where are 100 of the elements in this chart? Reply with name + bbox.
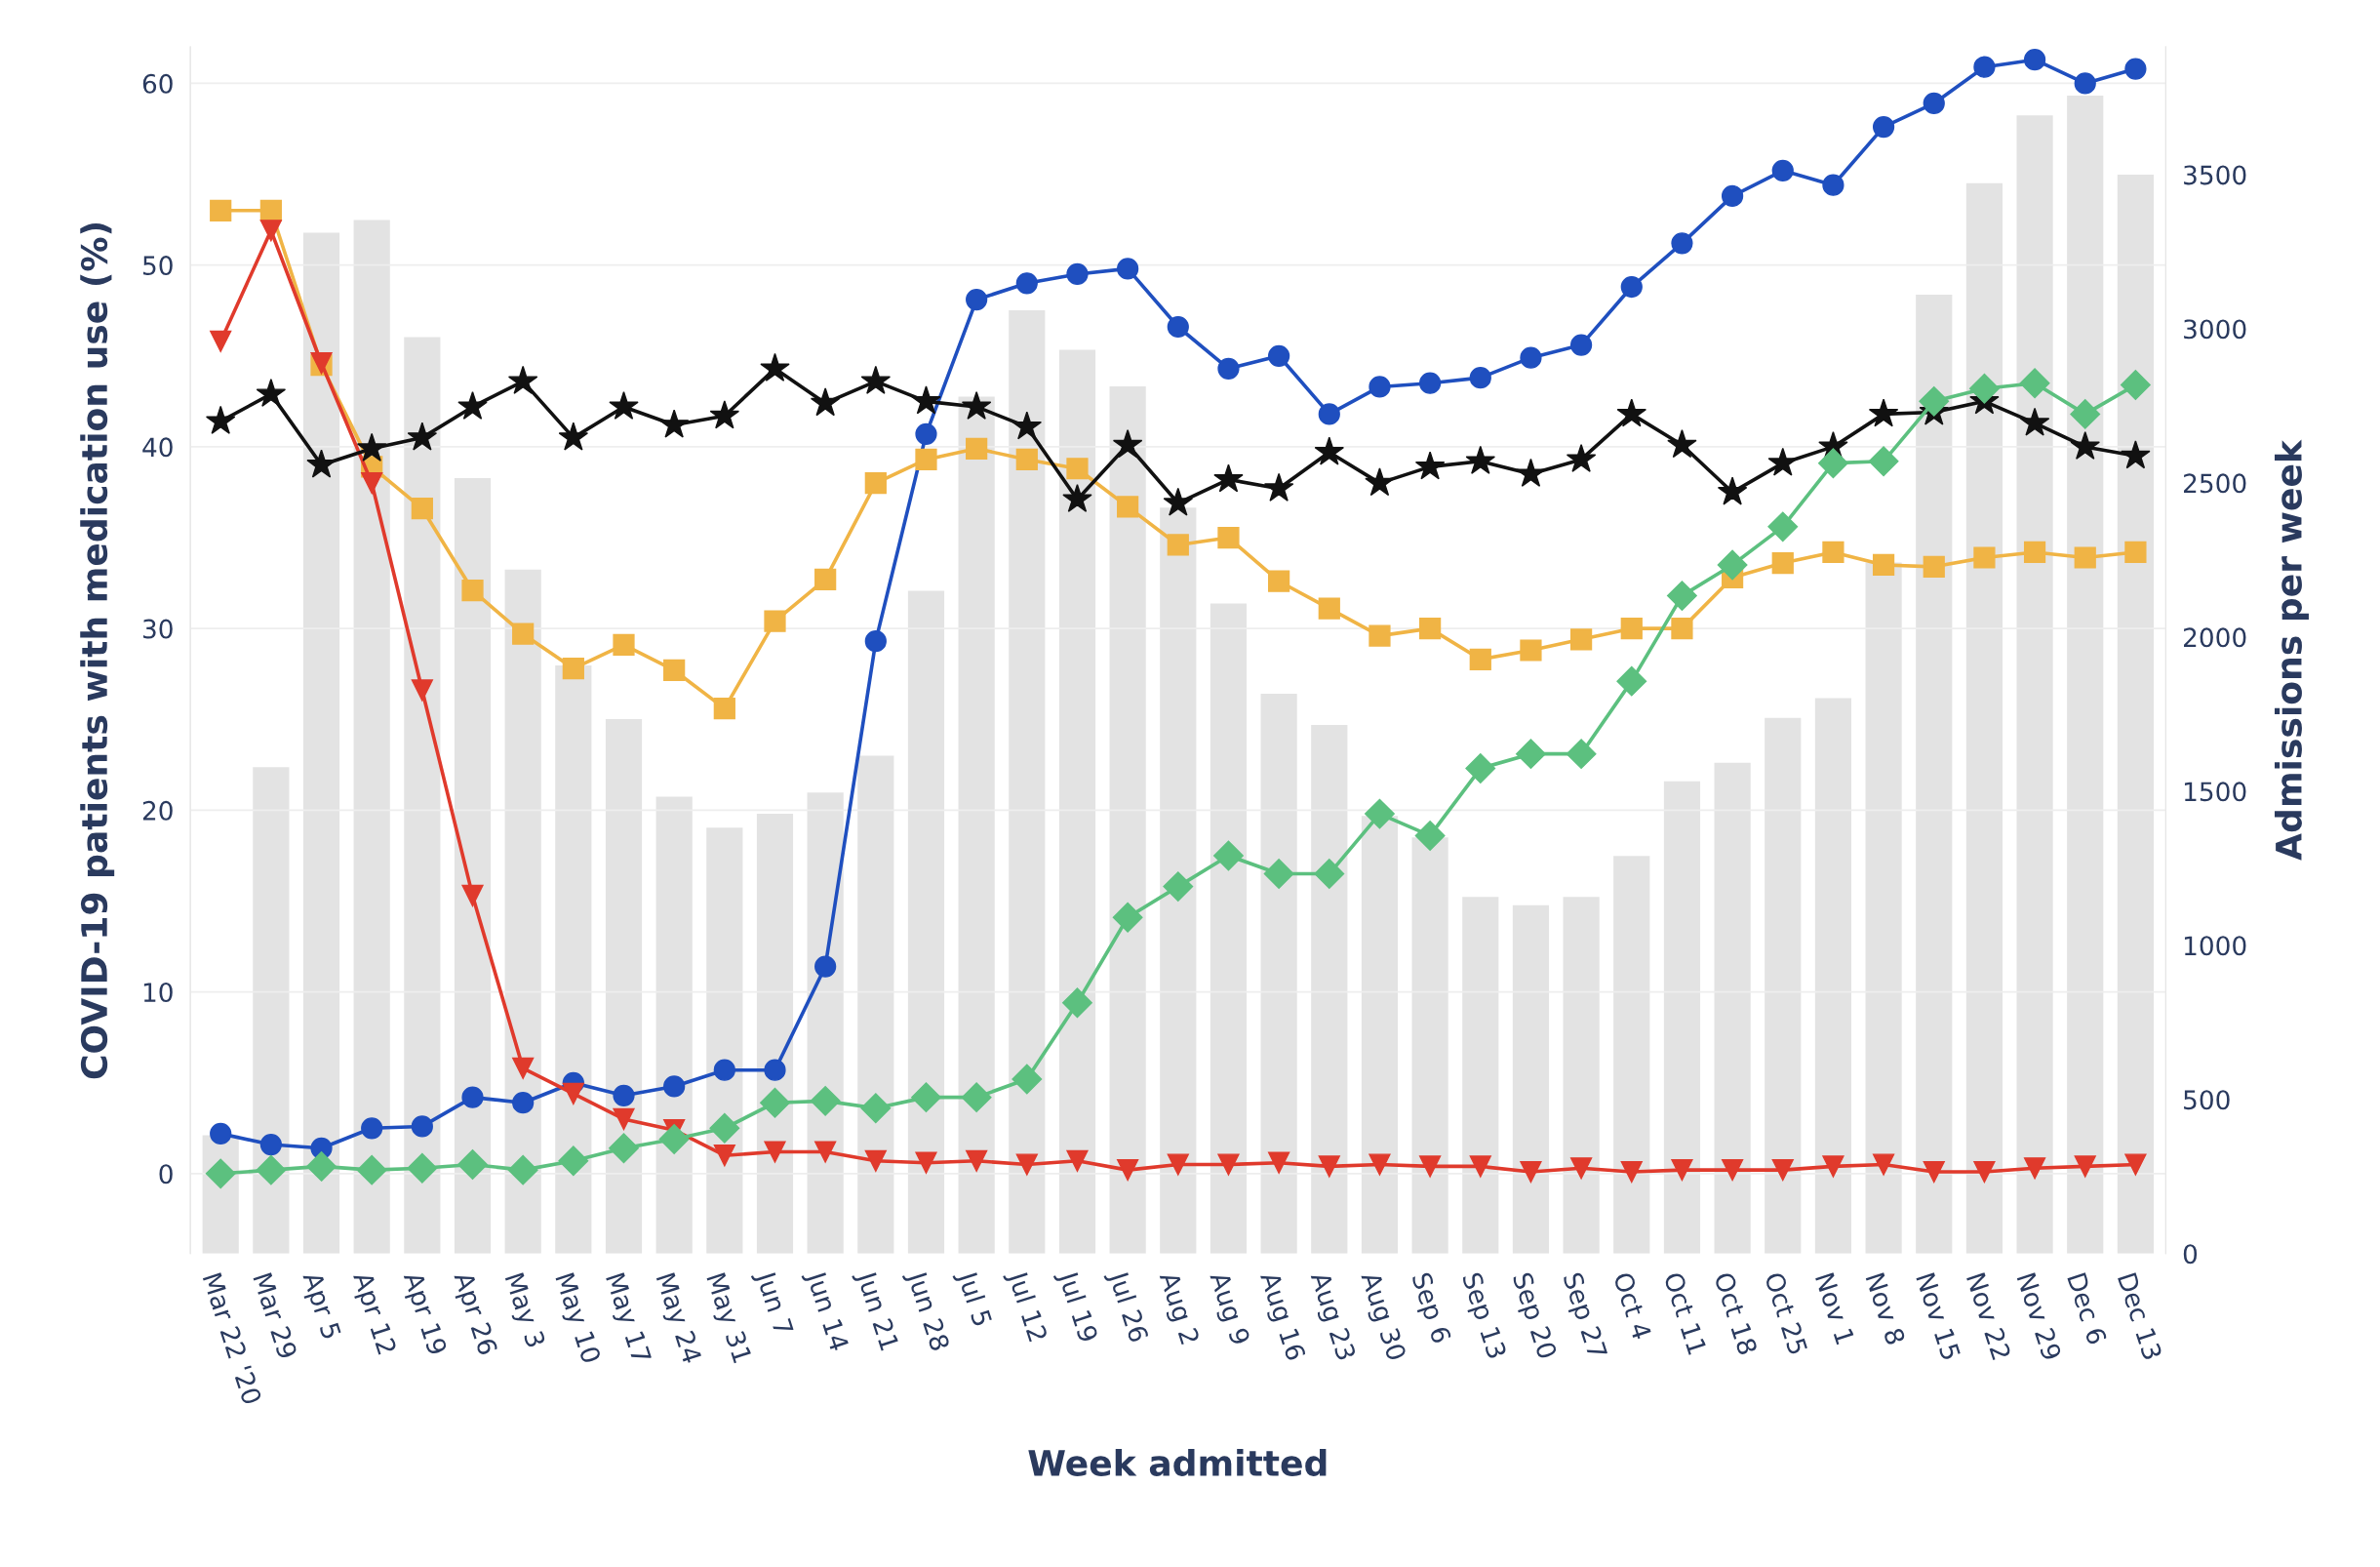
point	[1112, 902, 1143, 933]
point	[507, 365, 538, 394]
point	[1263, 859, 1294, 889]
point	[1616, 398, 1646, 427]
x-tick-label: May 3	[499, 1272, 546, 1350]
point	[461, 884, 484, 907]
point	[1469, 367, 1491, 389]
point	[2074, 1155, 2096, 1178]
point	[407, 1152, 438, 1184]
point	[1667, 581, 1697, 612]
point	[1520, 346, 1542, 369]
point	[860, 1093, 892, 1124]
point	[609, 390, 639, 420]
point	[915, 422, 937, 445]
point	[1919, 385, 1950, 417]
point	[658, 1124, 690, 1154]
x-tick-label: Sep 20	[1507, 1271, 1558, 1361]
x-tick-label: Nov 1	[1814, 1272, 1855, 1346]
point	[814, 1141, 837, 1163]
y2-tick-label: 1500	[2184, 782, 2246, 802]
point	[1268, 344, 1290, 367]
y-tick-label: 20	[142, 800, 173, 821]
point	[658, 409, 690, 438]
point	[961, 1082, 992, 1113]
point	[306, 449, 337, 478]
x-tick-label: Oct 25	[1764, 1271, 1808, 1355]
point	[810, 1085, 841, 1116]
point	[1671, 232, 1693, 255]
point	[864, 472, 887, 495]
point	[1767, 511, 1799, 542]
point	[1868, 398, 1899, 427]
point	[1066, 1149, 1089, 1172]
point	[864, 1149, 887, 1172]
point	[407, 422, 438, 451]
point	[814, 568, 837, 590]
x-tick-label: Dec 6	[2067, 1272, 2108, 1346]
point	[1015, 1153, 1038, 1176]
point	[1167, 1153, 1189, 1176]
x-tick-label: Jul 19	[1052, 1268, 1099, 1345]
point	[1117, 1159, 1139, 1182]
point	[306, 1150, 337, 1182]
point	[764, 1059, 786, 1081]
point	[205, 1158, 236, 1189]
x-axis-title: Week admitted	[1028, 1449, 1327, 1477]
point	[1717, 476, 1748, 505]
y2-tick-label: 500	[2184, 1090, 2230, 1110]
point	[1671, 618, 1693, 640]
x-tick-label: Jul 12	[1003, 1268, 1049, 1344]
point	[1314, 859, 1345, 889]
point	[1167, 315, 1189, 339]
point	[1368, 624, 1391, 647]
point	[1213, 840, 1244, 871]
point	[1872, 1153, 1895, 1176]
point	[1569, 334, 1593, 356]
y-tick-label: 30	[142, 619, 173, 639]
point	[1868, 446, 1899, 477]
point	[709, 1112, 740, 1144]
point	[1318, 597, 1340, 620]
x-tick-label: Aug 16	[1254, 1269, 1307, 1363]
point	[562, 1082, 584, 1105]
y2-tick-label: 3500	[2184, 165, 2246, 185]
point	[1012, 1064, 1043, 1095]
point	[1667, 429, 1697, 459]
x-tick-label: Nov 29	[2016, 1272, 2062, 1361]
point	[2070, 430, 2100, 460]
point	[256, 378, 287, 407]
point	[613, 1084, 635, 1106]
point	[760, 1087, 790, 1118]
point	[2124, 58, 2147, 80]
x-tick-label: Jul 5	[952, 1268, 994, 1329]
point	[915, 1151, 937, 1174]
point	[259, 220, 282, 242]
point	[1822, 541, 1844, 564]
point	[814, 955, 837, 978]
point	[663, 659, 686, 682]
point	[512, 1057, 535, 1079]
point	[1365, 467, 1395, 497]
point	[1520, 639, 1542, 662]
point	[558, 1145, 589, 1177]
x-tick-label: Jul 26	[1103, 1268, 1150, 1345]
point	[1418, 1155, 1442, 1178]
point	[512, 623, 535, 645]
point	[860, 365, 892, 394]
point	[1465, 753, 1496, 784]
x-tick-label: Aug 9	[1205, 1269, 1251, 1347]
point	[1771, 1159, 1794, 1182]
point	[1418, 372, 1442, 394]
point	[210, 330, 232, 352]
point	[411, 679, 433, 702]
point	[256, 1154, 287, 1185]
point	[2070, 398, 2101, 429]
y2-tick-label: 3000	[2184, 319, 2246, 340]
point	[1566, 443, 1597, 472]
point	[1314, 436, 1345, 465]
point	[1368, 376, 1391, 398]
point	[1368, 1153, 1391, 1176]
point	[356, 432, 387, 462]
point	[361, 472, 383, 495]
point	[1771, 159, 1794, 181]
point	[713, 697, 735, 720]
